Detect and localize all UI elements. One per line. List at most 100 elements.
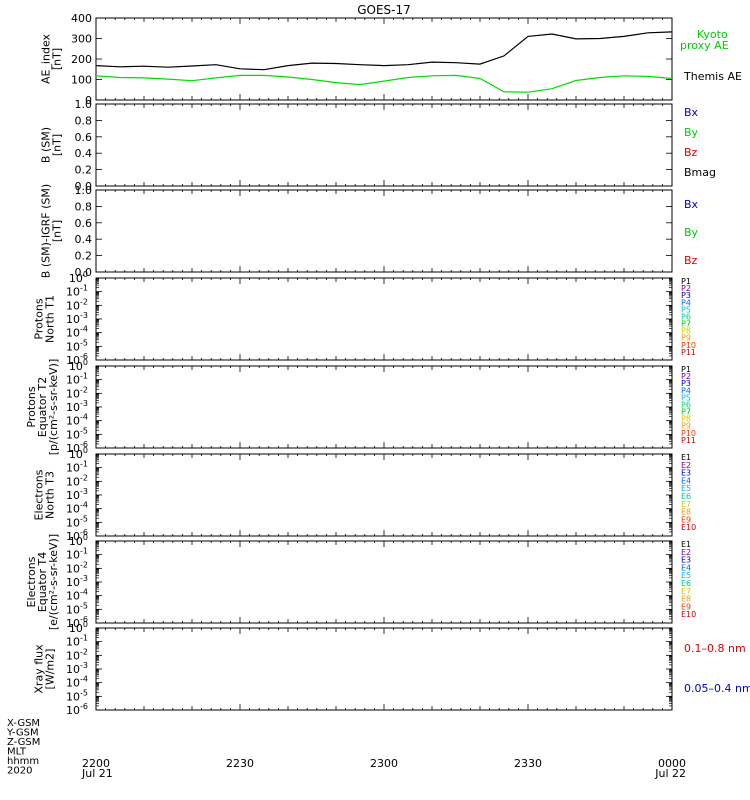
y-tick-label: 0.2 [75, 164, 93, 177]
y-tick-label: 10-6 [66, 352, 88, 367]
y-tick-label: 0.6 [75, 131, 93, 144]
panel-frame [95, 103, 673, 187]
legend-entry: Bz [684, 254, 698, 267]
legend-entry: By [684, 126, 699, 139]
row-label: Z-GSM [7, 737, 40, 748]
y-axis-label: Protons [25, 386, 38, 427]
channel-label: P11 [681, 348, 696, 357]
y-tick-label: 1.0 [75, 98, 93, 111]
channel-label: E9 [681, 602, 691, 611]
y-axis-label: [nT] [51, 134, 64, 156]
channel-label: E8 [681, 595, 691, 604]
y-tick-label: 10-2 [66, 385, 88, 400]
panel-frame [95, 277, 673, 361]
channel-label: P9 [681, 422, 691, 431]
legend-entry: By [684, 226, 699, 239]
panel-frame [95, 17, 673, 101]
legend-entry: Bz [684, 146, 698, 159]
channel-label: E2 [681, 461, 691, 470]
channel-label: E7 [681, 587, 691, 596]
x-tick-label: 2230 [226, 757, 254, 770]
y-tick-label: 1.0 [75, 184, 93, 197]
y-axis-label: Protons [33, 298, 46, 339]
legend-entry: Bx [684, 106, 699, 119]
channel-label: P3 [681, 379, 691, 388]
y-axis-label: B (SM)-IGRF (SM) [40, 184, 53, 278]
row-label: 2020 [7, 766, 32, 777]
y-tick-label: 100 [69, 620, 88, 635]
channel-label: P4 [681, 386, 691, 395]
y-axis-label: North T3 [44, 471, 57, 519]
y-tick-label: 10-4 [66, 675, 88, 690]
channel-label: E1 [681, 540, 691, 549]
y-axis-label: Equator T4 [36, 552, 49, 612]
channel-label: E5 [681, 571, 691, 580]
channel-label: E1 [681, 453, 691, 462]
channel-label: P7 [681, 408, 691, 417]
panel-3: 1.0 0.8 0.6 0.4 0.2 0.0 B (SM)-IGRF (SM)[nT] Bx… [40, 184, 699, 279]
channel-label: P6 [681, 312, 691, 321]
channel-label: P3 [681, 291, 691, 300]
y-tick-label: 200 [71, 53, 92, 66]
y-axis-label: Xray flux [33, 644, 46, 694]
channel-label: P1 [681, 277, 691, 286]
legend-entry: Themis AE [683, 70, 742, 83]
y-axis-label: [nT] [51, 220, 64, 242]
y-tick-label: 400 [71, 12, 92, 25]
channel-label: E6 [681, 492, 691, 501]
x-tick-label: 0000 [658, 757, 686, 770]
channel-label: E5 [681, 484, 691, 493]
channel-label: P9 [681, 334, 691, 343]
y-axis-label: Electrons [25, 556, 38, 607]
channel-label: E4 [681, 563, 691, 572]
end-date: Jul 22 [654, 767, 686, 780]
y-tick-label: 10-1 [66, 634, 88, 649]
legend-entry: 0.05–0.4 nm [684, 682, 750, 695]
channel-label: E7 [681, 500, 691, 509]
y-tick-label: 10-6 [66, 702, 88, 717]
panel-frame [95, 540, 673, 624]
channel-label: P8 [681, 415, 691, 424]
y-axis-label: North T1 [44, 295, 57, 343]
channel-label: E8 [681, 508, 691, 517]
y-tick-label: 10-6 [66, 528, 88, 543]
panel-frame [95, 453, 673, 537]
y-tick-label: 10-1 [66, 460, 88, 475]
row-label: hhmm [7, 756, 39, 767]
channel-label: E6 [681, 579, 691, 588]
x-tick-label: 2330 [514, 757, 542, 770]
y-tick-label: 10-5 [66, 601, 88, 616]
y-axis-label: [p/(cm²-s-sr-keV)] [47, 359, 60, 456]
y-tick-label: 0.4 [75, 147, 93, 160]
y-tick-label: 10-6 [66, 440, 88, 455]
y-tick-label: 0.8 [75, 200, 93, 213]
channel-label: E3 [681, 556, 691, 565]
y-tick-label: 10-2 [66, 297, 88, 312]
y-tick-label: 100 [69, 533, 88, 548]
ae-series-group [95, 31, 673, 93]
channel-label: P10 [681, 429, 696, 438]
legend-entry: 0.1–0.8 nm [684, 642, 746, 655]
y-tick-label: 10-5 [66, 338, 88, 353]
row-label: MLT [7, 747, 27, 758]
y-tick-label: 10-5 [66, 426, 88, 441]
y-tick-label: 0.0 [75, 266, 93, 279]
start-date: Jul 21 [81, 767, 113, 780]
chart-title: GOES-17 [357, 3, 411, 17]
legend-entry: proxy AE [680, 39, 729, 52]
y-tick-label: 10-4 [66, 501, 88, 516]
channel-label: E10 [681, 610, 696, 619]
channel-label: P6 [681, 400, 691, 409]
y-tick-label: 10-4 [66, 413, 88, 428]
channel-label: P11 [681, 436, 696, 445]
y-tick-label: 10-3 [66, 311, 88, 326]
y-tick-label: 10-2 [66, 647, 88, 662]
y-axis-label: Electrons [33, 469, 46, 520]
y-tick-label: 10-3 [66, 487, 88, 502]
y-axis-label: B (SM) [40, 127, 53, 163]
y-tick-label: 10-3 [66, 399, 88, 414]
y-axis-label: [W/m2] [44, 649, 57, 690]
